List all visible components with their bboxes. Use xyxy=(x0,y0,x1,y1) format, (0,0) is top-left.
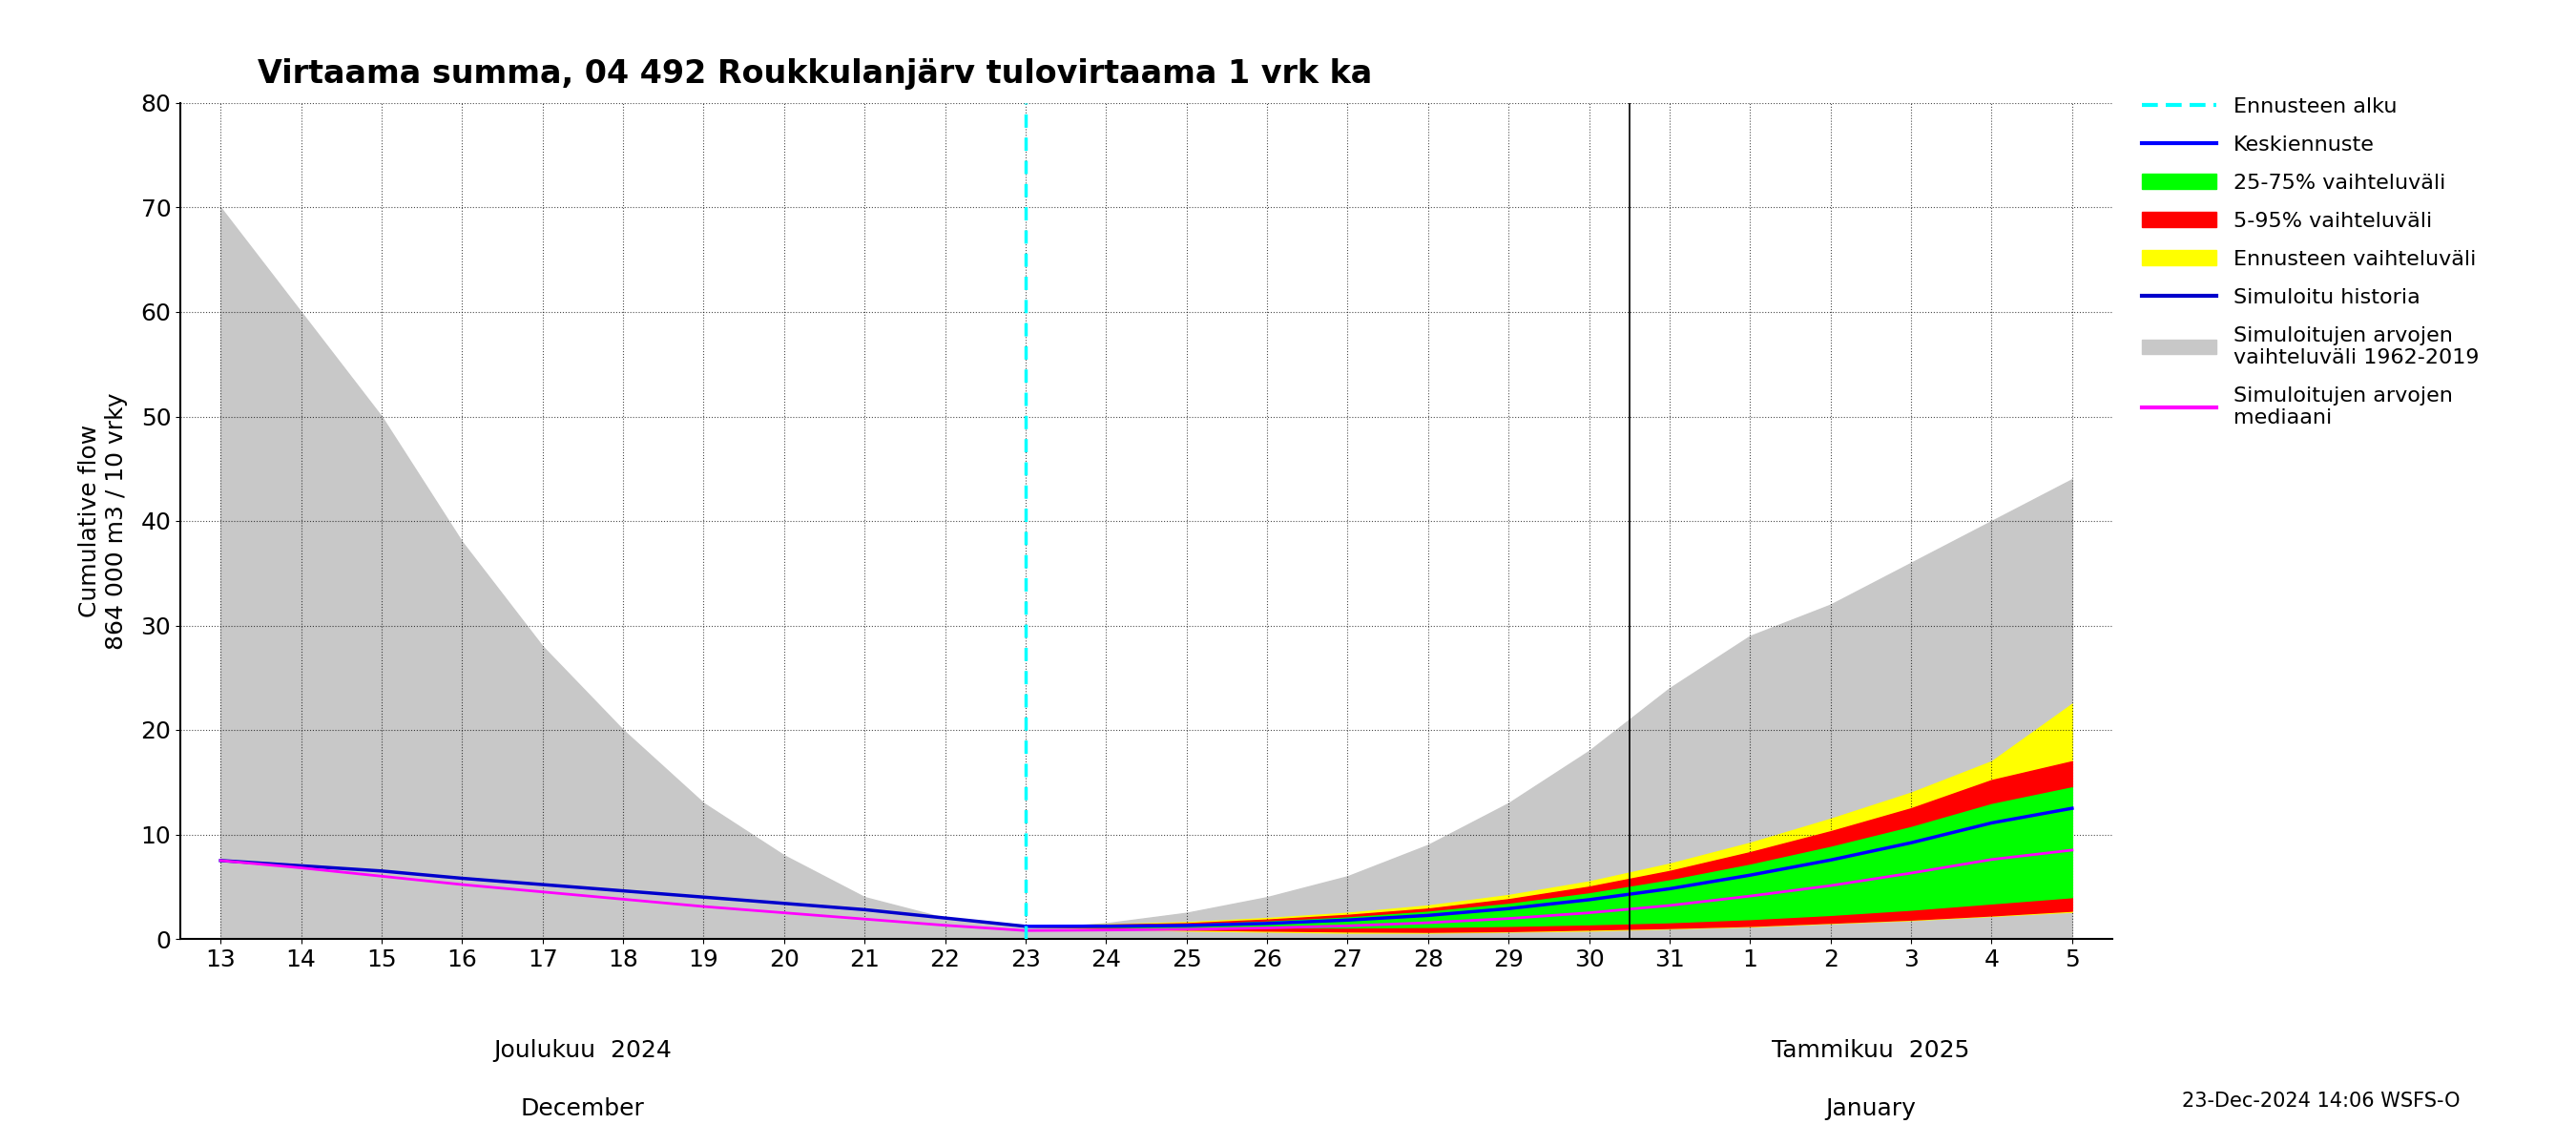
Text: Tammikuu  2025: Tammikuu 2025 xyxy=(1772,1040,1971,1063)
Legend: Ennusteen alku, Keskiennuste, 25-75% vaihteluväli, 5-95% vaihteluväli, Ennusteen: Ennusteen alku, Keskiennuste, 25-75% vai… xyxy=(2143,97,2478,427)
Text: January: January xyxy=(1826,1098,1917,1121)
Text: Virtaama summa, 04 492 Roukkulanjärv tulovirtaama 1 vrk ka: Virtaama summa, 04 492 Roukkulanjärv tul… xyxy=(258,58,1373,89)
Text: December: December xyxy=(520,1098,644,1121)
Text: Joulukuu  2024: Joulukuu 2024 xyxy=(495,1040,672,1063)
Text: 23-Dec-2024 14:06 WSFS-O: 23-Dec-2024 14:06 WSFS-O xyxy=(2182,1091,2460,1111)
Y-axis label: Cumulative flow
864 000 m3 / 10 vrky: Cumulative flow 864 000 m3 / 10 vrky xyxy=(77,393,126,649)
